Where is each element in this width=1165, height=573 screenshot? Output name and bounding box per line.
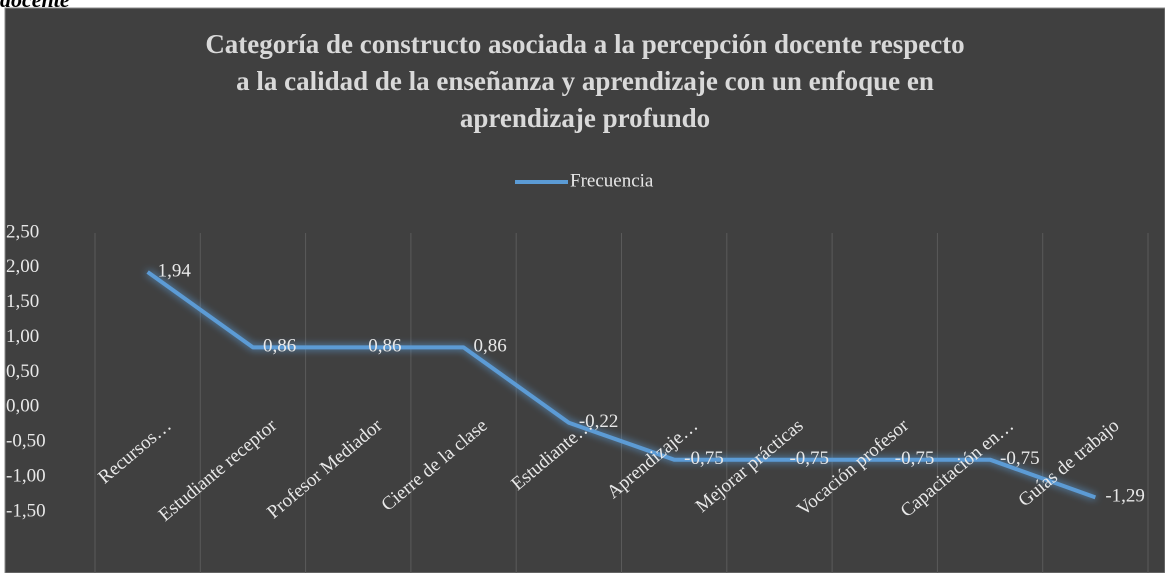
data-label: 0,86 <box>474 336 507 357</box>
chart-title: a la calidad de la enseñanza y aprendiza… <box>236 66 934 96</box>
y-tick-label: 2,00 <box>6 256 39 277</box>
y-tick-label: -0,50 <box>6 431 46 452</box>
data-label: 1,94 <box>158 260 192 281</box>
chart-area <box>4 7 1165 573</box>
y-tick-label: 1,50 <box>6 291 39 312</box>
y-tick-label: 0,50 <box>6 361 39 382</box>
y-tick-label: 2,50 <box>6 221 39 242</box>
data-label: -0,75 <box>895 448 935 469</box>
data-label: -1,29 <box>1105 486 1145 507</box>
data-label: -0,75 <box>684 448 724 469</box>
y-tick-label: -1,00 <box>6 465 46 486</box>
data-label: 0,86 <box>263 336 296 357</box>
y-tick-label: 0,00 <box>6 396 39 417</box>
y-tick-label: 1,00 <box>6 326 39 347</box>
legend-label: Frecuencia <box>570 170 654 191</box>
data-label: 0,86 <box>368 336 401 357</box>
data-label: -0,75 <box>1000 448 1040 469</box>
y-tick-label: -1,50 <box>6 500 46 521</box>
chart-title: aprendizaje profundo <box>460 103 710 133</box>
data-label: -0,75 <box>789 448 829 469</box>
line <box>146 270 1097 500</box>
data-label: -0,22 <box>579 411 619 432</box>
chart-title: Categoría de constructo asociada a la pe… <box>205 29 964 59</box>
